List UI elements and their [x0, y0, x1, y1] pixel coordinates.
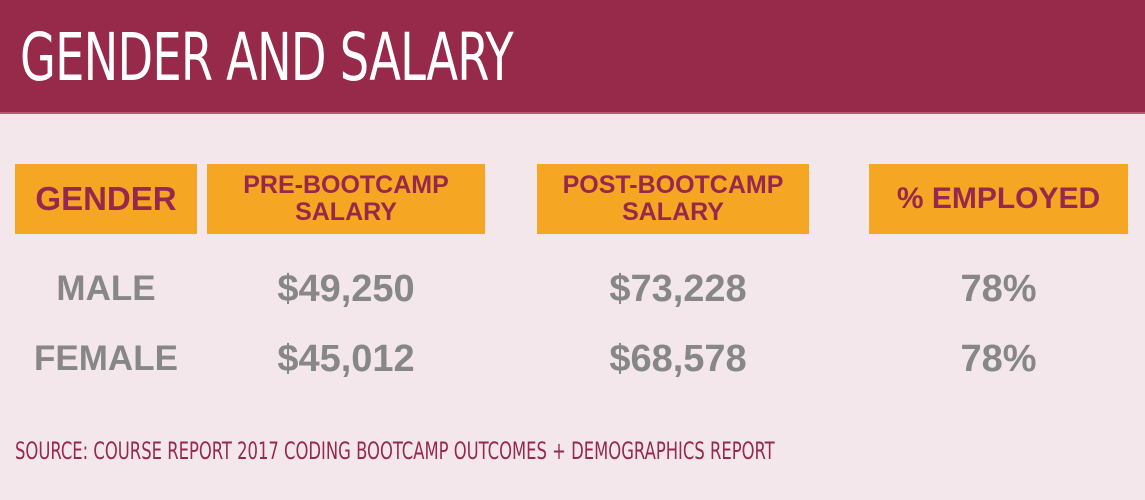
column-header-post-bootcamp-salary: POST-BOOTCAMP SALARY — [537, 164, 809, 234]
cell-pre-salary: $45,012 — [277, 337, 415, 380]
cell-gender: MALE — [56, 269, 156, 308]
cell-employed: 78% — [960, 267, 1037, 310]
column-header-gender: GENDER — [15, 164, 197, 234]
title-band: GENDER AND SALARY — [0, 0, 1145, 114]
cell-post-salary: $73,228 — [609, 267, 747, 310]
page-title: GENDER AND SALARY — [20, 19, 514, 96]
column-header-label: % EMPLOYED — [896, 182, 1101, 215]
source-citation: SOURCE: COURSE REPORT 2017 CODING BOOTCA… — [15, 437, 775, 465]
column-header-label: POST-BOOTCAMP SALARY — [562, 171, 784, 226]
column-header-percent-employed: % EMPLOYED — [869, 164, 1128, 234]
cell-employed: 78% — [960, 337, 1037, 380]
column-header-label: GENDER — [35, 180, 177, 217]
cell-gender: FEMALE — [34, 339, 178, 378]
column-header-pre-bootcamp-salary: PRE-BOOTCAMP SALARY — [207, 164, 485, 234]
column-header-label: PRE-BOOTCAMP SALARY — [243, 171, 449, 226]
cell-post-salary: $68,578 — [609, 337, 747, 380]
cell-pre-salary: $49,250 — [277, 267, 415, 310]
